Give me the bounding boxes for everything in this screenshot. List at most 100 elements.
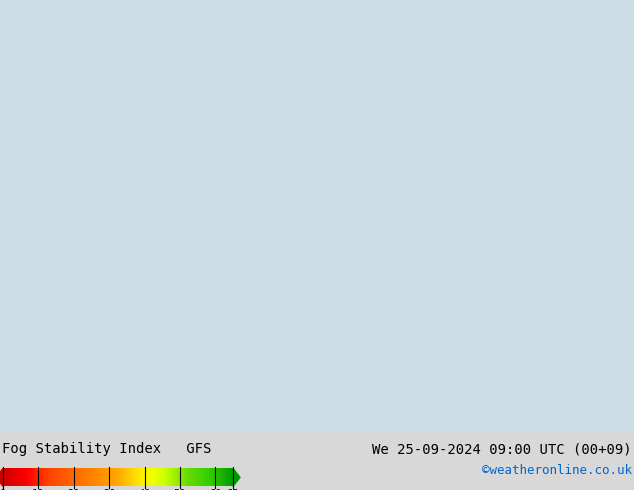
Text: We 25-09-2024 09:00 UTC (00+09): We 25-09-2024 09:00 UTC (00+09) bbox=[372, 442, 632, 456]
Bar bbox=[94, 468, 96, 487]
Bar bbox=[27, 468, 29, 487]
Bar bbox=[169, 468, 171, 487]
Bar bbox=[139, 468, 140, 487]
Bar bbox=[60, 468, 61, 487]
Bar bbox=[165, 468, 167, 487]
Bar bbox=[5, 468, 7, 487]
Text: 0: 0 bbox=[0, 489, 6, 490]
Bar bbox=[162, 468, 164, 487]
Bar bbox=[221, 468, 222, 487]
Text: 60: 60 bbox=[209, 489, 221, 490]
Bar bbox=[176, 468, 177, 487]
Bar bbox=[224, 468, 226, 487]
Bar bbox=[197, 468, 199, 487]
Bar bbox=[44, 468, 46, 487]
Bar bbox=[232, 468, 233, 487]
Bar bbox=[145, 468, 146, 487]
Bar bbox=[201, 468, 202, 487]
Bar bbox=[134, 468, 136, 487]
Bar bbox=[56, 468, 58, 487]
Bar bbox=[72, 468, 74, 487]
Bar bbox=[128, 468, 130, 487]
Bar bbox=[202, 468, 204, 487]
Bar bbox=[75, 468, 77, 487]
Bar bbox=[51, 468, 53, 487]
Bar bbox=[15, 468, 16, 487]
Bar bbox=[129, 468, 131, 487]
Bar bbox=[6, 468, 8, 487]
Bar bbox=[53, 468, 54, 487]
Bar bbox=[115, 468, 117, 487]
Bar bbox=[78, 468, 79, 487]
Bar bbox=[159, 468, 161, 487]
Bar bbox=[132, 468, 133, 487]
Bar bbox=[205, 468, 207, 487]
Bar bbox=[207, 468, 208, 487]
Bar bbox=[47, 468, 48, 487]
Bar bbox=[183, 468, 184, 487]
Bar bbox=[191, 468, 193, 487]
Bar bbox=[177, 468, 178, 487]
Bar bbox=[180, 468, 182, 487]
Bar bbox=[127, 468, 129, 487]
Bar bbox=[10, 468, 11, 487]
Bar bbox=[13, 468, 15, 487]
Bar bbox=[82, 468, 84, 487]
Bar bbox=[230, 468, 231, 487]
Bar bbox=[74, 468, 76, 487]
Bar bbox=[97, 468, 99, 487]
Bar bbox=[217, 468, 219, 487]
Bar bbox=[103, 468, 105, 487]
Bar bbox=[71, 468, 72, 487]
Bar bbox=[153, 468, 155, 487]
Bar bbox=[77, 468, 78, 487]
Bar bbox=[196, 468, 198, 487]
Bar bbox=[113, 468, 115, 487]
Bar bbox=[102, 468, 103, 487]
Bar bbox=[18, 468, 20, 487]
Bar bbox=[160, 468, 162, 487]
Bar bbox=[88, 468, 90, 487]
Bar bbox=[101, 468, 103, 487]
Polygon shape bbox=[0, 468, 3, 487]
Bar bbox=[184, 468, 186, 487]
Bar bbox=[85, 468, 86, 487]
Bar bbox=[179, 468, 181, 487]
Bar bbox=[173, 468, 175, 487]
Bar bbox=[158, 468, 160, 487]
Bar bbox=[170, 468, 171, 487]
Bar bbox=[203, 468, 205, 487]
Bar bbox=[227, 468, 229, 487]
Bar bbox=[54, 468, 55, 487]
Bar bbox=[155, 468, 157, 487]
Bar bbox=[157, 468, 158, 487]
Bar bbox=[163, 468, 164, 487]
Bar bbox=[11, 468, 13, 487]
Bar bbox=[210, 468, 212, 487]
Bar bbox=[58, 468, 60, 487]
Bar bbox=[39, 468, 41, 487]
Bar bbox=[136, 468, 138, 487]
Bar bbox=[3, 468, 4, 487]
Bar bbox=[166, 468, 168, 487]
Bar bbox=[33, 468, 34, 487]
Bar bbox=[105, 468, 107, 487]
Bar bbox=[200, 468, 202, 487]
Bar bbox=[122, 468, 123, 487]
Bar bbox=[140, 468, 141, 487]
Bar bbox=[193, 468, 195, 487]
Bar bbox=[110, 468, 112, 487]
Bar bbox=[30, 468, 32, 487]
Bar bbox=[19, 468, 21, 487]
Bar bbox=[67, 468, 69, 487]
Bar bbox=[40, 468, 41, 487]
Bar bbox=[119, 468, 121, 487]
Bar bbox=[226, 468, 228, 487]
Bar bbox=[216, 468, 217, 487]
Bar bbox=[172, 468, 174, 487]
Bar bbox=[9, 468, 10, 487]
Bar bbox=[117, 468, 119, 487]
Text: Fog Stability Index   GFS: Fog Stability Index GFS bbox=[2, 442, 211, 456]
Bar bbox=[96, 468, 98, 487]
Bar bbox=[107, 468, 108, 487]
